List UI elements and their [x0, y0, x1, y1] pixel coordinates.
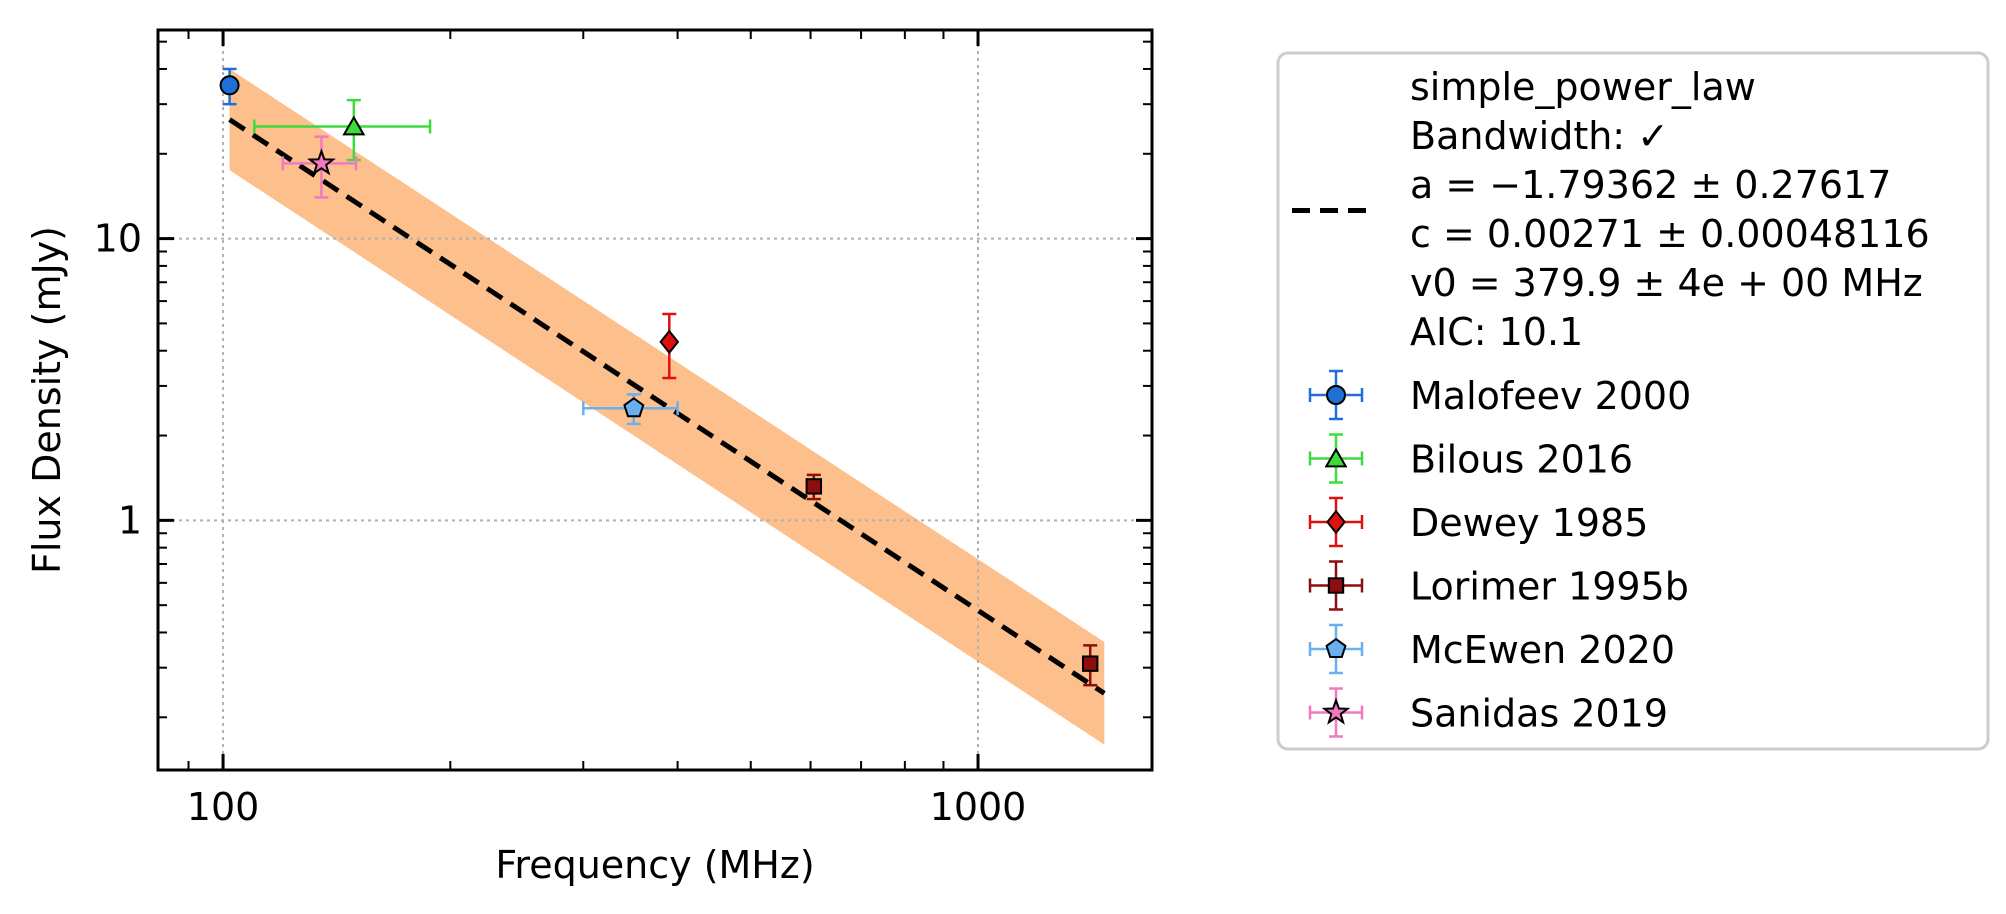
plot-frame — [156, 28, 1154, 772]
data-points-layer — [219, 67, 1099, 687]
data-point — [219, 75, 240, 96]
axes-layer: 100 1000 1 10 — [94, 28, 1154, 829]
legend-fit-text: Bandwidth: ✓ — [1410, 114, 1669, 158]
x-axis-title: Frequency (MHz) — [495, 843, 814, 887]
legend-marker — [1327, 577, 1345, 594]
legend-label: Sanidas 2019 — [1410, 692, 1668, 736]
legend-fit-text: v0 = 379.9 ± 4e + 00 MHz — [1410, 261, 1923, 305]
x-tick-label: 1000 — [930, 785, 1027, 829]
data-point — [623, 397, 645, 418]
legend-marker — [1326, 385, 1346, 405]
confidence-band-layer — [229, 68, 1105, 745]
data-point — [1082, 655, 1099, 672]
legend-marker — [1326, 509, 1346, 535]
fit-line — [228, 117, 1106, 696]
x-tick-label: 100 — [187, 785, 260, 829]
legend-fit-text: AIC: 10.1 — [1410, 310, 1583, 354]
legend-fit-text: a = −1.79362 ± 0.27617 — [1410, 163, 1891, 207]
fit-line-layer — [228, 117, 1106, 696]
fit-confidence-band — [229, 68, 1105, 745]
data-point — [342, 115, 366, 136]
legend-label: McEwen 2020 — [1410, 628, 1675, 672]
legend-label: Bilous 2016 — [1410, 438, 1633, 482]
data-point — [805, 478, 822, 495]
grid-layer — [158, 30, 1152, 770]
y-tick-label: 10 — [94, 217, 142, 261]
legend-marker — [1324, 447, 1348, 468]
legend-marker — [1325, 637, 1347, 659]
y-tick-label: 1 — [118, 498, 142, 542]
y-axis-title: Flux Density (mJy) — [25, 226, 69, 574]
legend-label: Malofeev 2000 — [1410, 374, 1691, 418]
legend-marker — [1321, 697, 1351, 725]
legend-fit-text: simple_power_law — [1410, 65, 1756, 109]
legend-label: Lorimer 1995b — [1410, 565, 1689, 609]
legend-box — [1276, 51, 1990, 751]
legend: simple_power_law Bandwidth: ✓ a = −1.79362… — [1276, 51, 1990, 751]
data-point — [307, 148, 336, 176]
legend-fit-text: c = 0.00271 ± 0.00048116 — [1410, 212, 1930, 256]
legend-label: Dewey 1985 — [1410, 501, 1648, 545]
data-point — [659, 329, 680, 355]
